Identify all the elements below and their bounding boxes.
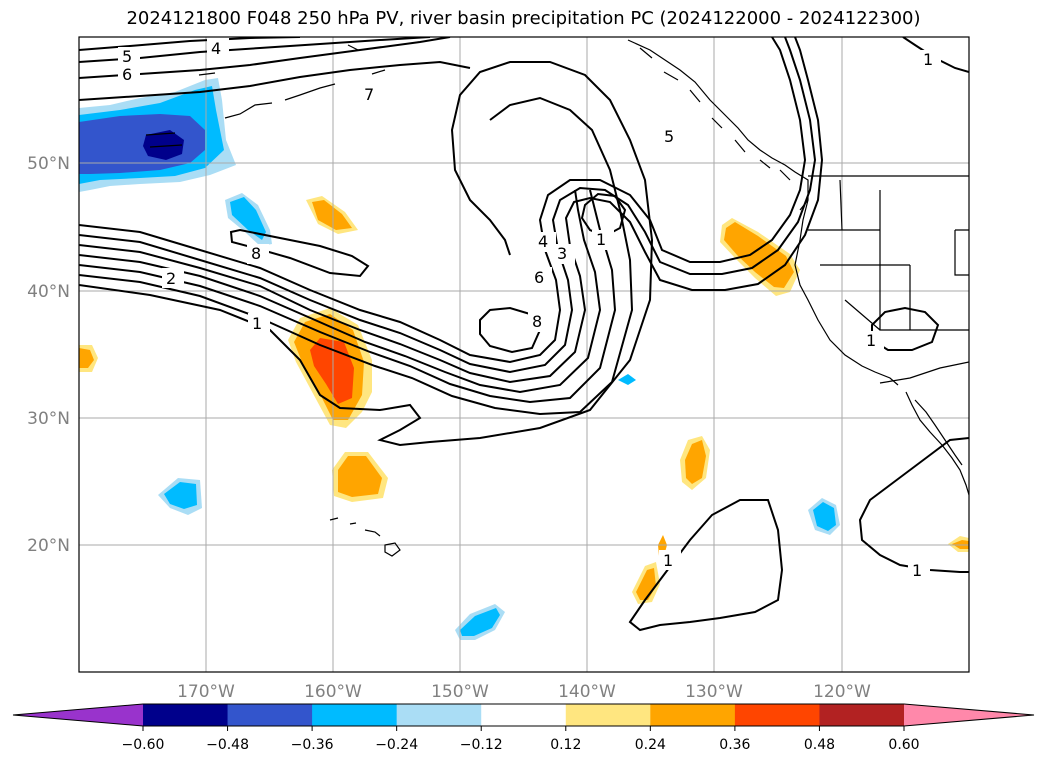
lon-label: 120°W — [813, 682, 871, 702]
contour-label: 1 — [923, 50, 933, 69]
contour-label: 5 — [664, 127, 674, 146]
colorbar-cell — [143, 704, 229, 726]
colorbar-tick-label: −0.60 — [122, 737, 165, 753]
contour-label: 3 — [557, 244, 567, 263]
colorbar-cell — [481, 704, 567, 726]
colorbar-cell — [734, 704, 820, 726]
lat-label: 30°N — [27, 409, 70, 429]
colorbar-extend-high — [904, 704, 1034, 726]
colorbar-cell — [396, 704, 482, 726]
lon-label: 160°W — [304, 682, 362, 702]
lon-label: 150°W — [431, 682, 489, 702]
lon-label: 130°W — [685, 682, 743, 702]
lon-label: 170°W — [177, 682, 235, 702]
colorbar-cell — [650, 704, 736, 726]
contour-label: 8 — [532, 312, 542, 331]
negative-anomaly-region — [164, 482, 197, 509]
contour-label: 8 — [251, 244, 261, 263]
precip-shading — [79, 78, 969, 640]
lat-label: 50°N — [27, 154, 70, 174]
lon-label: 140°W — [558, 682, 616, 702]
contour-label: 1 — [596, 230, 606, 249]
negative-anomaly-region — [813, 502, 836, 531]
colorbar-tick-label: −0.24 — [375, 737, 418, 753]
colorbar-cell — [227, 704, 313, 726]
lat-label: 40°N — [27, 282, 70, 302]
colorbar-tick-label: −0.36 — [291, 737, 334, 753]
negative-anomaly-region — [143, 130, 184, 160]
negative-anomaly-region — [79, 114, 205, 174]
positive-anomaly-region — [79, 348, 94, 368]
contour-labels: 5 4 6 7 5 1 8 2 1 4 3 6 1 8 1 1 1 — [118, 38, 941, 580]
map-title: 2024121800 F048 250 hPa PV, river basin … — [126, 8, 921, 29]
colorbar-cell — [819, 704, 905, 726]
positive-anomaly-region — [312, 200, 352, 230]
contour-label: 1 — [663, 551, 673, 570]
contour-label: 4 — [211, 39, 221, 58]
contour-label: 4 — [538, 232, 548, 251]
map-frame — [78, 36, 970, 673]
colorbar-cell — [312, 704, 398, 726]
colorbar: −0.60 −0.48 −0.36 −0.24 −0.12 0.12 0.24 0.36 0.4… — [12, 703, 1035, 753]
contour-label: 6 — [122, 65, 132, 84]
positive-anomaly-region — [685, 440, 706, 484]
positive-anomaly-region — [338, 456, 382, 497]
colorbar-tick-label: 0.12 — [550, 737, 581, 753]
negative-anomaly-region — [460, 608, 500, 636]
colorbar-cell — [565, 704, 651, 726]
lon-labels: 170°W 160°W 150°W 140°W 130°W 120°W — [177, 682, 871, 702]
colorbar-tick-label: 0.48 — [804, 737, 835, 753]
colorbar-tick-label: 0.36 — [719, 737, 750, 753]
colorbar-tick-label: −0.12 — [460, 737, 503, 753]
pv-contours — [79, 37, 969, 632]
lat-label: 20°N — [27, 536, 70, 556]
colorbar-tick-label: −0.48 — [206, 737, 249, 753]
colorbar-tick-label: 0.24 — [635, 737, 666, 753]
negative-anomaly-region — [230, 197, 266, 240]
contour-label: 6 — [534, 268, 544, 287]
contour-label: 1 — [866, 331, 876, 350]
contour-label: 1 — [912, 561, 922, 580]
gridlines — [79, 37, 969, 672]
negative-anomaly-region — [618, 374, 636, 385]
colorbar-tick-label: 0.60 — [888, 737, 919, 753]
contour-label: 7 — [364, 85, 374, 104]
coastlines — [145, 39, 969, 557]
contour-label: 5 — [122, 47, 132, 66]
contour-label: 2 — [166, 269, 176, 288]
contour-label: 1 — [252, 314, 262, 333]
colorbar-extend-low — [13, 704, 143, 726]
lat-labels: 50°N 40°N 30°N 20°N — [27, 154, 70, 556]
